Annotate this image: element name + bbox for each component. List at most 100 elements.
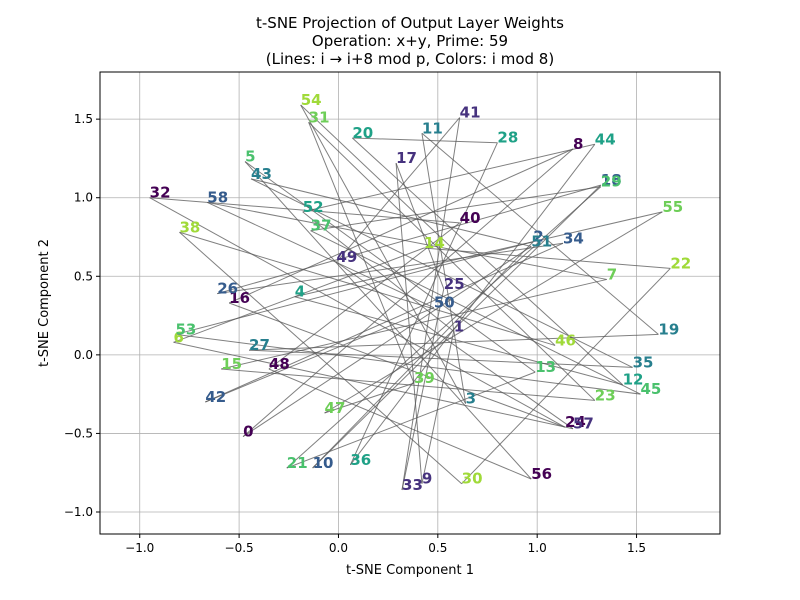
point-label: 4 xyxy=(295,283,305,301)
connection-line xyxy=(179,231,462,485)
connection-line xyxy=(175,333,641,395)
point-label: 6 xyxy=(174,328,184,346)
connection-line xyxy=(423,247,671,269)
connection-line xyxy=(421,331,455,484)
connection-line xyxy=(205,307,435,403)
connection-line xyxy=(294,296,623,386)
y-axis-label: t-SNE Component 2 xyxy=(37,239,52,367)
point-label: 0 xyxy=(243,423,253,441)
connection-line xyxy=(242,246,532,437)
point-label: 39 xyxy=(414,369,435,387)
connection-line xyxy=(308,122,415,384)
x-tick-label: −0.5 xyxy=(225,541,254,555)
point-label: 45 xyxy=(641,380,662,398)
point-label: 42 xyxy=(205,388,226,406)
point-label: 51 xyxy=(531,232,552,250)
connection-line xyxy=(249,333,659,351)
connection-line xyxy=(395,163,423,484)
point-label: 31 xyxy=(309,108,330,126)
connection-line xyxy=(228,302,566,428)
point-label: 28 xyxy=(497,129,518,147)
point-label: 37 xyxy=(311,217,332,235)
point-label: 8 xyxy=(573,135,583,153)
point-label: 20 xyxy=(352,124,373,142)
connection-line xyxy=(421,133,467,404)
point-label: 34 xyxy=(563,229,584,247)
point-label: 12 xyxy=(623,371,644,389)
point-label: 26 xyxy=(217,280,238,298)
point-label: 55 xyxy=(662,198,683,216)
connection-line xyxy=(302,143,595,213)
connection-line xyxy=(352,137,623,386)
connection-line xyxy=(308,121,596,401)
connection-line xyxy=(461,268,671,485)
point-label: 18 xyxy=(601,171,622,189)
point-label: 3 xyxy=(466,390,476,408)
point-label: 38 xyxy=(179,218,200,236)
connection-line xyxy=(217,184,601,295)
y-tick-label: 1.5 xyxy=(74,112,93,126)
connection-line xyxy=(300,104,556,346)
point-label: 41 xyxy=(460,104,481,122)
connection-line xyxy=(173,341,574,430)
y-tick-label: 0.5 xyxy=(74,269,93,283)
point-label: 25 xyxy=(444,275,465,293)
connection-line xyxy=(149,197,566,428)
plot-frame xyxy=(99,71,721,535)
point-label: 32 xyxy=(150,184,171,202)
y-tick-label: −1.0 xyxy=(64,505,93,519)
x-tick-label: 0.5 xyxy=(428,541,447,555)
connection-line xyxy=(349,143,596,466)
chart-title-line-3: (Lines: i → i+8 mod p, Colors: i mod 8) xyxy=(266,50,554,68)
point-label: 14 xyxy=(424,234,445,252)
point-label: 15 xyxy=(221,355,242,373)
y-tick-label: −0.5 xyxy=(64,426,93,440)
connection-line xyxy=(149,197,460,224)
chart-title-line-1: t-SNE Projection of Output Layer Weights xyxy=(256,14,564,32)
connection-line xyxy=(244,161,532,480)
point-label: 52 xyxy=(303,198,324,216)
connection-line xyxy=(401,117,461,491)
x-tick-label: 1.0 xyxy=(528,541,547,555)
point-label: 48 xyxy=(269,355,290,373)
point-label: 46 xyxy=(555,331,576,349)
point-label: 36 xyxy=(350,451,371,469)
connection-line xyxy=(268,222,460,370)
point-label: 21 xyxy=(287,454,308,472)
connection-line xyxy=(300,104,467,404)
point-label: 19 xyxy=(658,320,679,338)
axis-ticks: −1.0 −0.5 0.0 0.5 1.0 1.5 −1.0 −0.5 0.0 0.5 1.0 1.5 xyxy=(64,112,646,555)
point-label: 22 xyxy=(670,254,691,272)
connection-lines xyxy=(149,104,671,491)
connection-line xyxy=(250,178,633,368)
point-label: 54 xyxy=(301,91,322,109)
connection-line xyxy=(179,231,556,346)
point-label: 23 xyxy=(595,386,616,404)
point-label: 2 xyxy=(533,228,543,246)
connection-line xyxy=(207,201,435,309)
point-label: 53 xyxy=(176,320,197,338)
point-label: 29 xyxy=(601,173,622,191)
point-label: 43 xyxy=(251,165,272,183)
x-tick-label: 1.5 xyxy=(627,541,646,555)
x-tick-label: −1.0 xyxy=(125,541,154,555)
point-label: 50 xyxy=(434,294,455,312)
connection-line xyxy=(310,186,601,232)
point-label: 44 xyxy=(595,130,616,148)
connection-line xyxy=(207,201,607,280)
point-label: 10 xyxy=(313,454,334,472)
point-label: 27 xyxy=(249,336,270,354)
point-label: 5 xyxy=(245,148,255,166)
point-label: 17 xyxy=(396,149,417,167)
point-label: 47 xyxy=(325,399,346,417)
point-label: 40 xyxy=(460,209,481,227)
point-label: 11 xyxy=(422,119,443,137)
point-label: 30 xyxy=(462,470,483,488)
y-tick-label: 0.0 xyxy=(74,348,93,362)
connection-line xyxy=(242,148,574,437)
connection-line xyxy=(175,241,534,335)
point-label: 16 xyxy=(229,289,250,307)
point-label: 57 xyxy=(573,415,594,433)
y-tick-label: 1.0 xyxy=(74,191,93,205)
